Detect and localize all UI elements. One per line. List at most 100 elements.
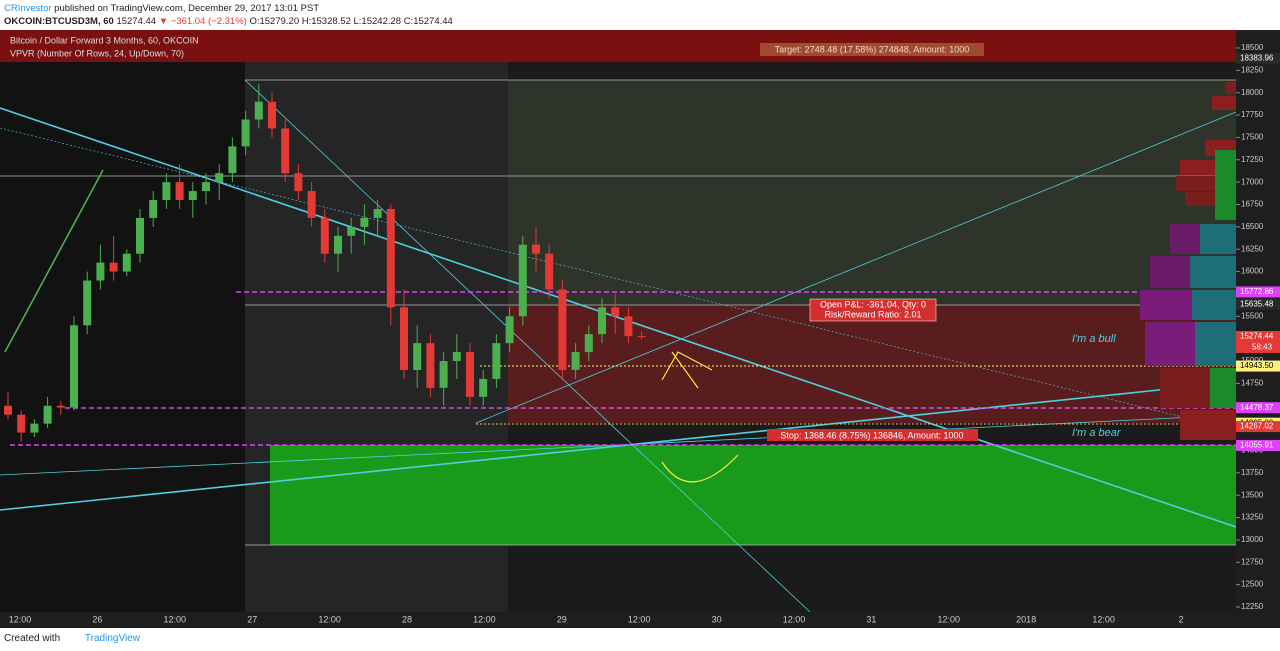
x-tick-label: 12:00: [1092, 614, 1115, 624]
candle-body: [175, 182, 184, 201]
price-label: 15274.44: [1240, 332, 1274, 341]
stop-label: Stop: 1368.46 (8.75%) 136846, Amount: 10…: [780, 430, 963, 440]
price-label: 15772.86: [1240, 287, 1274, 296]
y-tick-label: 13750: [1241, 468, 1264, 477]
y-tick-label: 16000: [1241, 267, 1264, 276]
bg-left: [0, 62, 245, 612]
last: 15274.44: [116, 16, 157, 27]
x-tick-label: 12:00: [164, 614, 187, 624]
y-tick-label: 12500: [1241, 580, 1264, 589]
y-tick-label: 16500: [1241, 222, 1264, 231]
x-tick-label: 12:00: [628, 614, 651, 624]
candle-body: [452, 352, 461, 362]
candle-body: [307, 191, 316, 218]
candle-body: [30, 423, 39, 433]
candle-body: [241, 119, 250, 147]
candle-body: [373, 208, 382, 218]
price-label: 14943.50: [1240, 361, 1274, 370]
candle-body: [162, 182, 171, 201]
candle-body: [136, 217, 144, 254]
stop-box: [767, 429, 978, 441]
price-label-box: [1236, 439, 1280, 451]
pnl-box: [809, 298, 937, 322]
candle-body: [83, 280, 92, 326]
price-label-box: [1236, 360, 1280, 372]
symbol: OKCOIN:BTCUSD3M, 60: [4, 16, 114, 27]
candle-body: [17, 414, 26, 433]
pnl: Open P&L: -361.04, Qty: 0: [820, 299, 926, 309]
candle-body: [400, 307, 408, 370]
candle-body: [228, 146, 237, 174]
countdown: 58:43: [1252, 343, 1273, 352]
created-with: Created with: [4, 633, 61, 644]
price-label: 18383.96: [1240, 53, 1274, 62]
candle-body: [347, 226, 356, 236]
x-tick-label: 28: [402, 614, 412, 624]
candle-body: [70, 325, 78, 408]
candle-body: [96, 262, 105, 281]
target-zone: [508, 80, 1236, 305]
target-label: Target: 2748.48 (17.58%) 274848, Amount:…: [775, 44, 970, 54]
candle-body: [254, 101, 263, 120]
candle-body: [637, 336, 646, 338]
candle-body: [492, 343, 501, 379]
candle-body: [598, 307, 606, 335]
vpvr: [1140, 82, 1236, 440]
candle-body: [268, 101, 276, 129]
x-tick-label: 2: [1178, 614, 1183, 624]
publisher[interactable]: CRInvestor: [4, 3, 52, 14]
x-tick-label: 12:00: [783, 614, 806, 624]
candle-body: [518, 244, 527, 317]
y-tick-label: 12250: [1241, 602, 1264, 611]
candle-body: [4, 405, 12, 415]
candle-body: [43, 405, 52, 424]
stop-zone: [270, 445, 1236, 545]
y-tick-label: 13250: [1241, 513, 1264, 522]
symbol-line: OKCOIN:BTCUSD3M, 60 15274.44 ▼ −361.04 (…: [4, 15, 453, 28]
chart-title: Bitcoin / Dollar Forward 3 Months, 60, O…: [10, 35, 199, 45]
y-tick-label: 18000: [1241, 88, 1264, 97]
top-band: [0, 30, 1236, 62]
candle-body: [386, 208, 395, 308]
candle-body: [149, 200, 158, 218]
candle-body: [558, 289, 567, 370]
price-label: 15635.48: [1240, 299, 1274, 308]
candle-body: [202, 182, 210, 192]
y-tick-label: 14750: [1241, 378, 1264, 387]
price-label: 14478.37: [1240, 403, 1274, 412]
published: published on TradingView.com, December 2…: [54, 3, 320, 14]
candle-body: [571, 352, 580, 370]
y-tick-label: 12750: [1241, 557, 1264, 566]
price-label: 14055.91: [1240, 441, 1274, 450]
candle-body: [479, 378, 488, 397]
x-tick-label: 12:00: [473, 614, 496, 624]
time-axis: [0, 612, 1236, 628]
candle-body: [624, 316, 633, 337]
brand[interactable]: TradingView: [84, 633, 140, 644]
header: CRInvestor published on TradingView.com,…: [4, 2, 453, 28]
publish-line: CRInvestor published on TradingView.com,…: [4, 2, 453, 15]
x-tick-label: 12:00: [9, 614, 32, 624]
y-tick-label: 17250: [1241, 155, 1264, 164]
ohlc: O:15279.20 H:15328.52 L:15242.28 C:15274…: [249, 16, 453, 27]
candle-body: [122, 253, 131, 272]
price-label-box: [1236, 298, 1280, 310]
countdown-box: [1236, 341, 1280, 353]
bear-note: I'm a bear: [1072, 427, 1122, 439]
x-tick-label: 29: [557, 614, 567, 624]
y-tick-label: 18250: [1241, 65, 1264, 74]
x-tick-label: 31: [866, 614, 876, 624]
candle-body: [439, 361, 448, 388]
bull-note: I'm a bull: [1072, 333, 1116, 345]
x-tick-label: 30: [712, 614, 722, 624]
price-label-box: [1236, 286, 1280, 298]
y-tick-label: 17500: [1241, 133, 1264, 142]
y-tick-label: 15500: [1241, 311, 1264, 320]
y-tick-label: 17000: [1241, 177, 1264, 186]
candle-body: [505, 316, 514, 344]
candle-body: [545, 253, 554, 290]
price-label-box: [1236, 402, 1280, 414]
candle-body: [584, 334, 593, 353]
y-tick-label: 16250: [1241, 244, 1264, 253]
